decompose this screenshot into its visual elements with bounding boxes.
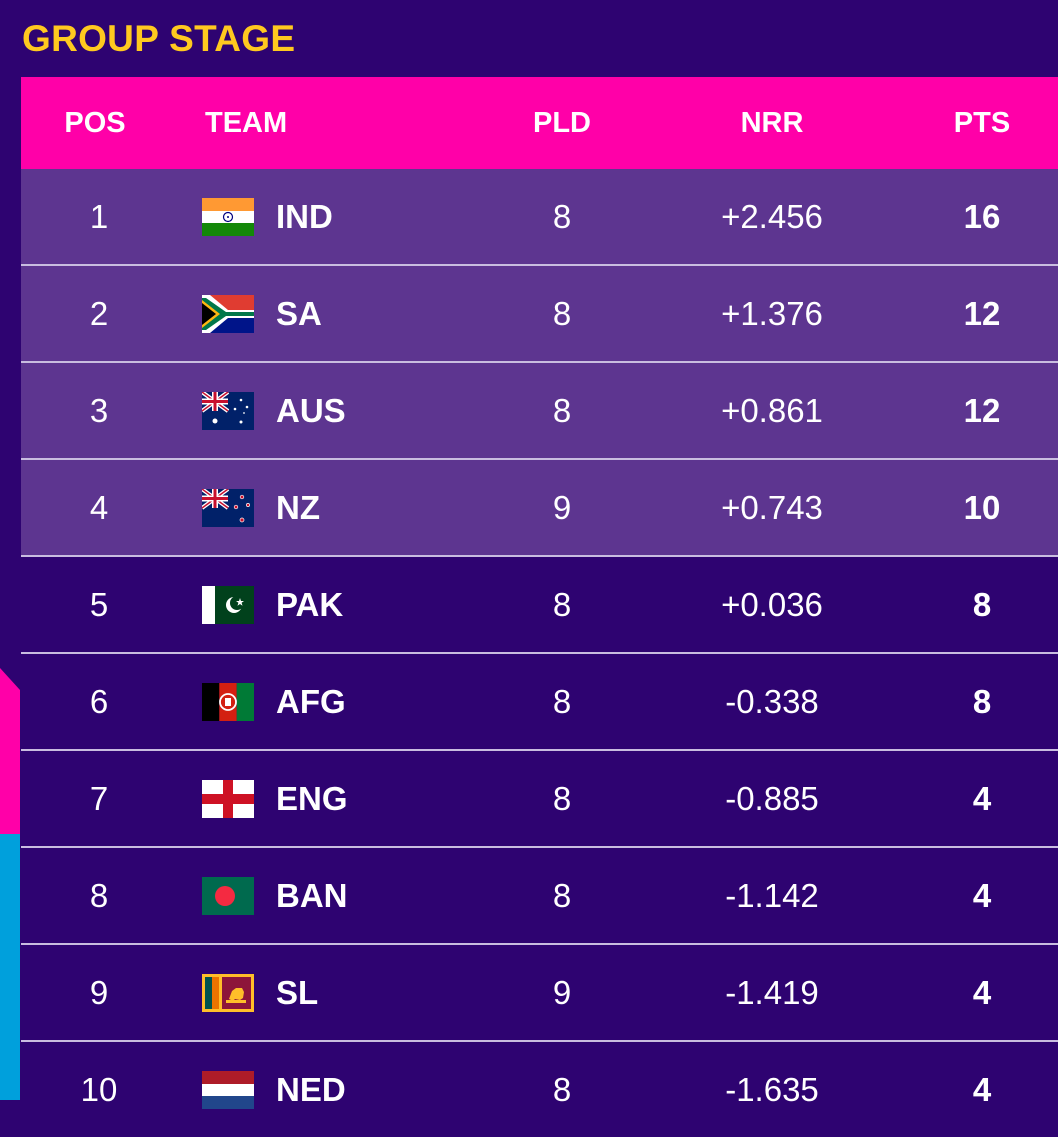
header-pos: POS bbox=[64, 106, 126, 139]
row-pos: 5 bbox=[89, 585, 109, 623]
row-nrr: +1.376 bbox=[721, 294, 823, 332]
row-pts: 8 bbox=[972, 585, 992, 623]
row-nrr: -1.419 bbox=[725, 973, 819, 1011]
standings-table: POS TEAM PLD NRR PTS 1 IND 8 +2.456 16 2… bbox=[21, 77, 1058, 1137]
new-zealand-flag-icon bbox=[202, 488, 254, 527]
row-team: SL bbox=[177, 973, 487, 1012]
india-flag-icon bbox=[202, 197, 254, 236]
row-nrr: +0.861 bbox=[721, 391, 823, 429]
row-team: PAK bbox=[177, 585, 487, 624]
row-pos: 8 bbox=[89, 876, 109, 914]
row-pld: 9 bbox=[552, 973, 572, 1011]
table-row[interactable]: 6 AFG 8 -0.338 8 bbox=[21, 654, 1058, 751]
netherlands-flag-icon bbox=[202, 1070, 254, 1109]
row-team: IND bbox=[177, 197, 487, 236]
row-pts: 8 bbox=[972, 682, 992, 720]
table-row[interactable]: 10 NED 8 -1.635 4 bbox=[21, 1042, 1058, 1137]
row-pld: 8 bbox=[552, 294, 572, 332]
row-nrr: -0.885 bbox=[725, 779, 819, 817]
table-row[interactable]: 5 PAK 8 +0.036 8 bbox=[21, 557, 1058, 654]
team-name: AUS bbox=[276, 391, 346, 429]
row-team: AUS bbox=[177, 391, 487, 430]
row-pts: 12 bbox=[963, 391, 1001, 429]
team-name: NZ bbox=[276, 488, 320, 526]
row-pld: 8 bbox=[552, 391, 572, 429]
row-nrr: -0.338 bbox=[725, 682, 819, 720]
team-name: PAK bbox=[276, 585, 344, 623]
row-pld: 8 bbox=[552, 876, 572, 914]
row-pld: 8 bbox=[552, 779, 572, 817]
row-pld: 8 bbox=[552, 682, 572, 720]
table-row[interactable]: 3 AUS 8 +0.861 12 bbox=[21, 363, 1058, 460]
table-row[interactable]: 7 ENG 8 -0.885 4 bbox=[21, 751, 1058, 848]
pakistan-flag-icon bbox=[202, 585, 254, 624]
bangladesh-flag-icon bbox=[202, 876, 254, 915]
row-nrr: +0.743 bbox=[721, 488, 823, 526]
row-pos: 2 bbox=[89, 294, 109, 332]
row-pts: 16 bbox=[963, 197, 1001, 235]
header-nrr: NRR bbox=[740, 106, 804, 139]
row-team: NED bbox=[177, 1070, 487, 1109]
table-row[interactable]: 8 BAN 8 -1.142 4 bbox=[21, 848, 1058, 945]
table-row[interactable]: 9 SL 9 -1.419 4 bbox=[21, 945, 1058, 1042]
row-pts: 4 bbox=[972, 876, 992, 914]
header-pld: PLD bbox=[533, 106, 591, 139]
team-name: SL bbox=[276, 973, 319, 1011]
row-pts: 12 bbox=[963, 294, 1001, 332]
row-pts: 10 bbox=[963, 488, 1001, 526]
row-pts: 4 bbox=[972, 1070, 992, 1108]
row-team: NZ bbox=[177, 488, 487, 527]
header-pts: PTS bbox=[953, 106, 1011, 139]
table-row[interactable]: 4 NZ 9 +0.743 10 bbox=[21, 460, 1058, 557]
team-name: ENG bbox=[276, 779, 348, 817]
row-pos: 1 bbox=[89, 197, 109, 235]
side-accent-pink bbox=[0, 668, 20, 834]
row-pos: 6 bbox=[89, 682, 109, 720]
row-nrr: +0.036 bbox=[721, 585, 823, 623]
row-pos: 3 bbox=[89, 391, 109, 429]
row-pld: 9 bbox=[552, 488, 572, 526]
row-nrr: -1.635 bbox=[725, 1070, 819, 1108]
row-pos: 9 bbox=[89, 973, 109, 1011]
table-row[interactable]: 1 IND 8 +2.456 16 bbox=[21, 169, 1058, 266]
australia-flag-icon bbox=[202, 391, 254, 430]
row-nrr: -1.142 bbox=[725, 876, 819, 914]
england-flag-icon bbox=[202, 779, 254, 818]
team-name: NED bbox=[276, 1070, 346, 1108]
row-pos: 7 bbox=[89, 779, 109, 817]
row-team: SA bbox=[177, 294, 487, 333]
row-team: ENG bbox=[177, 779, 487, 818]
row-pts: 4 bbox=[972, 779, 992, 817]
row-pos: 10 bbox=[80, 1070, 118, 1108]
sri-lanka-flag-icon bbox=[202, 973, 254, 1012]
row-team: BAN bbox=[177, 876, 487, 915]
row-pld: 8 bbox=[552, 585, 572, 623]
page-title: GROUP STAGE bbox=[22, 18, 296, 59]
team-name: AFG bbox=[276, 682, 346, 720]
header-team: TEAM bbox=[205, 106, 288, 139]
team-name: SA bbox=[276, 294, 322, 332]
row-team: AFG bbox=[177, 682, 487, 721]
row-pld: 8 bbox=[552, 1070, 572, 1108]
row-pld: 8 bbox=[552, 197, 572, 235]
south-africa-flag-icon bbox=[202, 294, 254, 333]
side-accent-blue bbox=[0, 834, 20, 1100]
table-header: POS TEAM PLD NRR PTS bbox=[21, 77, 1058, 169]
row-nrr: +2.456 bbox=[721, 197, 823, 235]
team-name: IND bbox=[276, 197, 333, 235]
row-pos: 4 bbox=[89, 488, 109, 526]
table-row[interactable]: 2 SA 8 +1.376 12 bbox=[21, 266, 1058, 363]
row-pts: 4 bbox=[972, 973, 992, 1011]
team-name: BAN bbox=[276, 876, 348, 914]
afghanistan-flag-icon bbox=[202, 682, 254, 721]
